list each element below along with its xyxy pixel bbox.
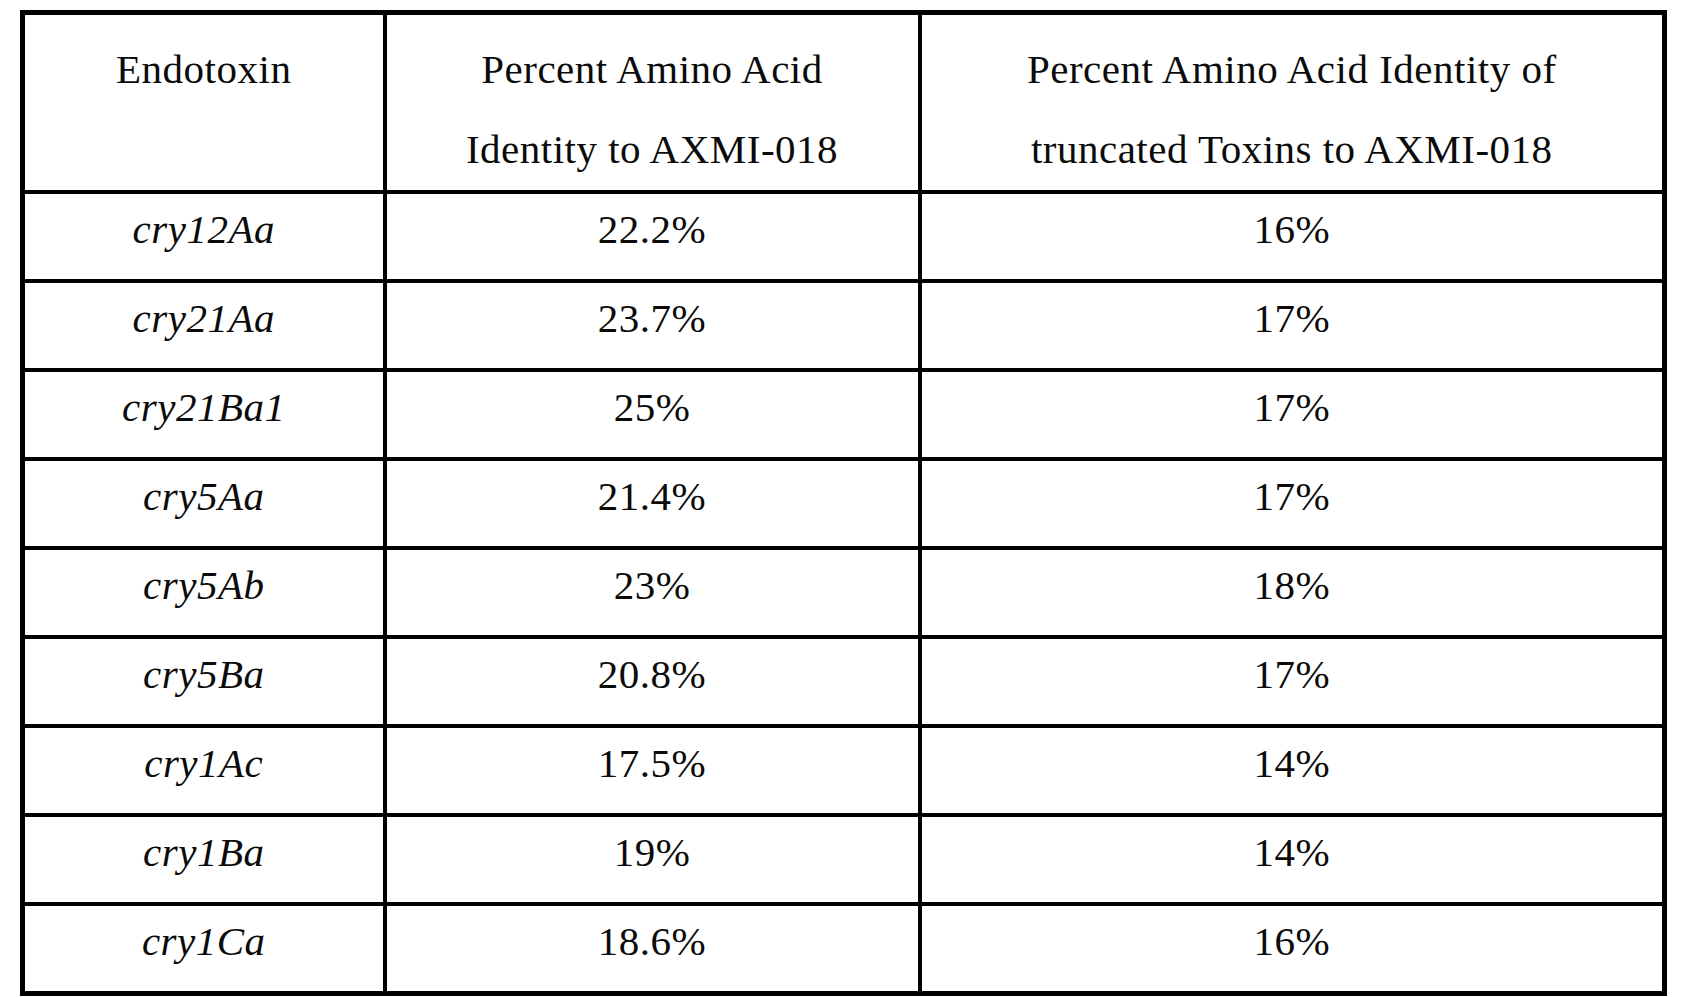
col-header-identity: Percent Amino Acid Identity to AXMI-018 [385,13,920,193]
col-header-truncated-identity: Percent Amino Acid Identity of truncated… [920,13,1665,193]
identity-cell: 23% [385,548,920,637]
truncated-identity-cell: 17% [920,637,1665,726]
col-header-endotoxin: Endotoxin [23,13,385,193]
table-row: cry5Aa21.4%17% [23,459,1665,548]
identity-cell: 19% [385,815,920,904]
identity-cell: 20.8% [385,637,920,726]
table-row: cry5Ab23%18% [23,548,1665,637]
scanned-document-page: Endotoxin Percent Amino Acid Identity to… [0,0,1683,997]
identity-cell: 18.6% [385,904,920,993]
endotoxin-cell: cry1Ac [23,726,385,815]
header-label-line2: Identity to AXMI-018 [388,109,917,189]
endotoxin-cell: cry5Ba [23,637,385,726]
header-label-line1: Percent Amino Acid [388,29,917,109]
endotoxin-cell: cry12Aa [23,192,385,281]
identity-cell: 25% [385,370,920,459]
table-row: cry1Ac17.5%14% [23,726,1665,815]
amino-acid-identity-table: Endotoxin Percent Amino Acid Identity to… [20,10,1667,996]
truncated-identity-cell: 17% [920,459,1665,548]
endotoxin-cell: cry5Ab [23,548,385,637]
table-row: cry21Ba125%17% [23,370,1665,459]
endotoxin-cell: cry21Ba1 [23,370,385,459]
truncated-identity-cell: 16% [920,192,1665,281]
endotoxin-cell: cry1Ba [23,815,385,904]
endotoxin-cell: cry5Aa [23,459,385,548]
table-row: cry5Ba20.8%17% [23,637,1665,726]
table-row: cry12Aa22.2%16% [23,192,1665,281]
header-label-line2: truncated Toxins to AXMI-018 [923,109,1662,189]
table-row: cry21Aa23.7%17% [23,281,1665,370]
identity-cell: 22.2% [385,192,920,281]
truncated-identity-cell: 17% [920,370,1665,459]
endotoxin-cell: cry21Aa [23,281,385,370]
identity-cell: 17.5% [385,726,920,815]
table-row: cry1Ca18.6%16% [23,904,1665,993]
table-row: cry1Ba19%14% [23,815,1665,904]
identity-cell: 23.7% [385,281,920,370]
truncated-identity-cell: 16% [920,904,1665,993]
truncated-identity-cell: 17% [920,281,1665,370]
header-label: Endotoxin [26,29,382,109]
truncated-identity-cell: 14% [920,815,1665,904]
truncated-identity-cell: 18% [920,548,1665,637]
identity-cell: 21.4% [385,459,920,548]
truncated-identity-cell: 14% [920,726,1665,815]
header-label-line1: Percent Amino Acid Identity of [923,29,1662,109]
endotoxin-cell: cry1Ca [23,904,385,993]
header-row: Endotoxin Percent Amino Acid Identity to… [23,13,1665,193]
